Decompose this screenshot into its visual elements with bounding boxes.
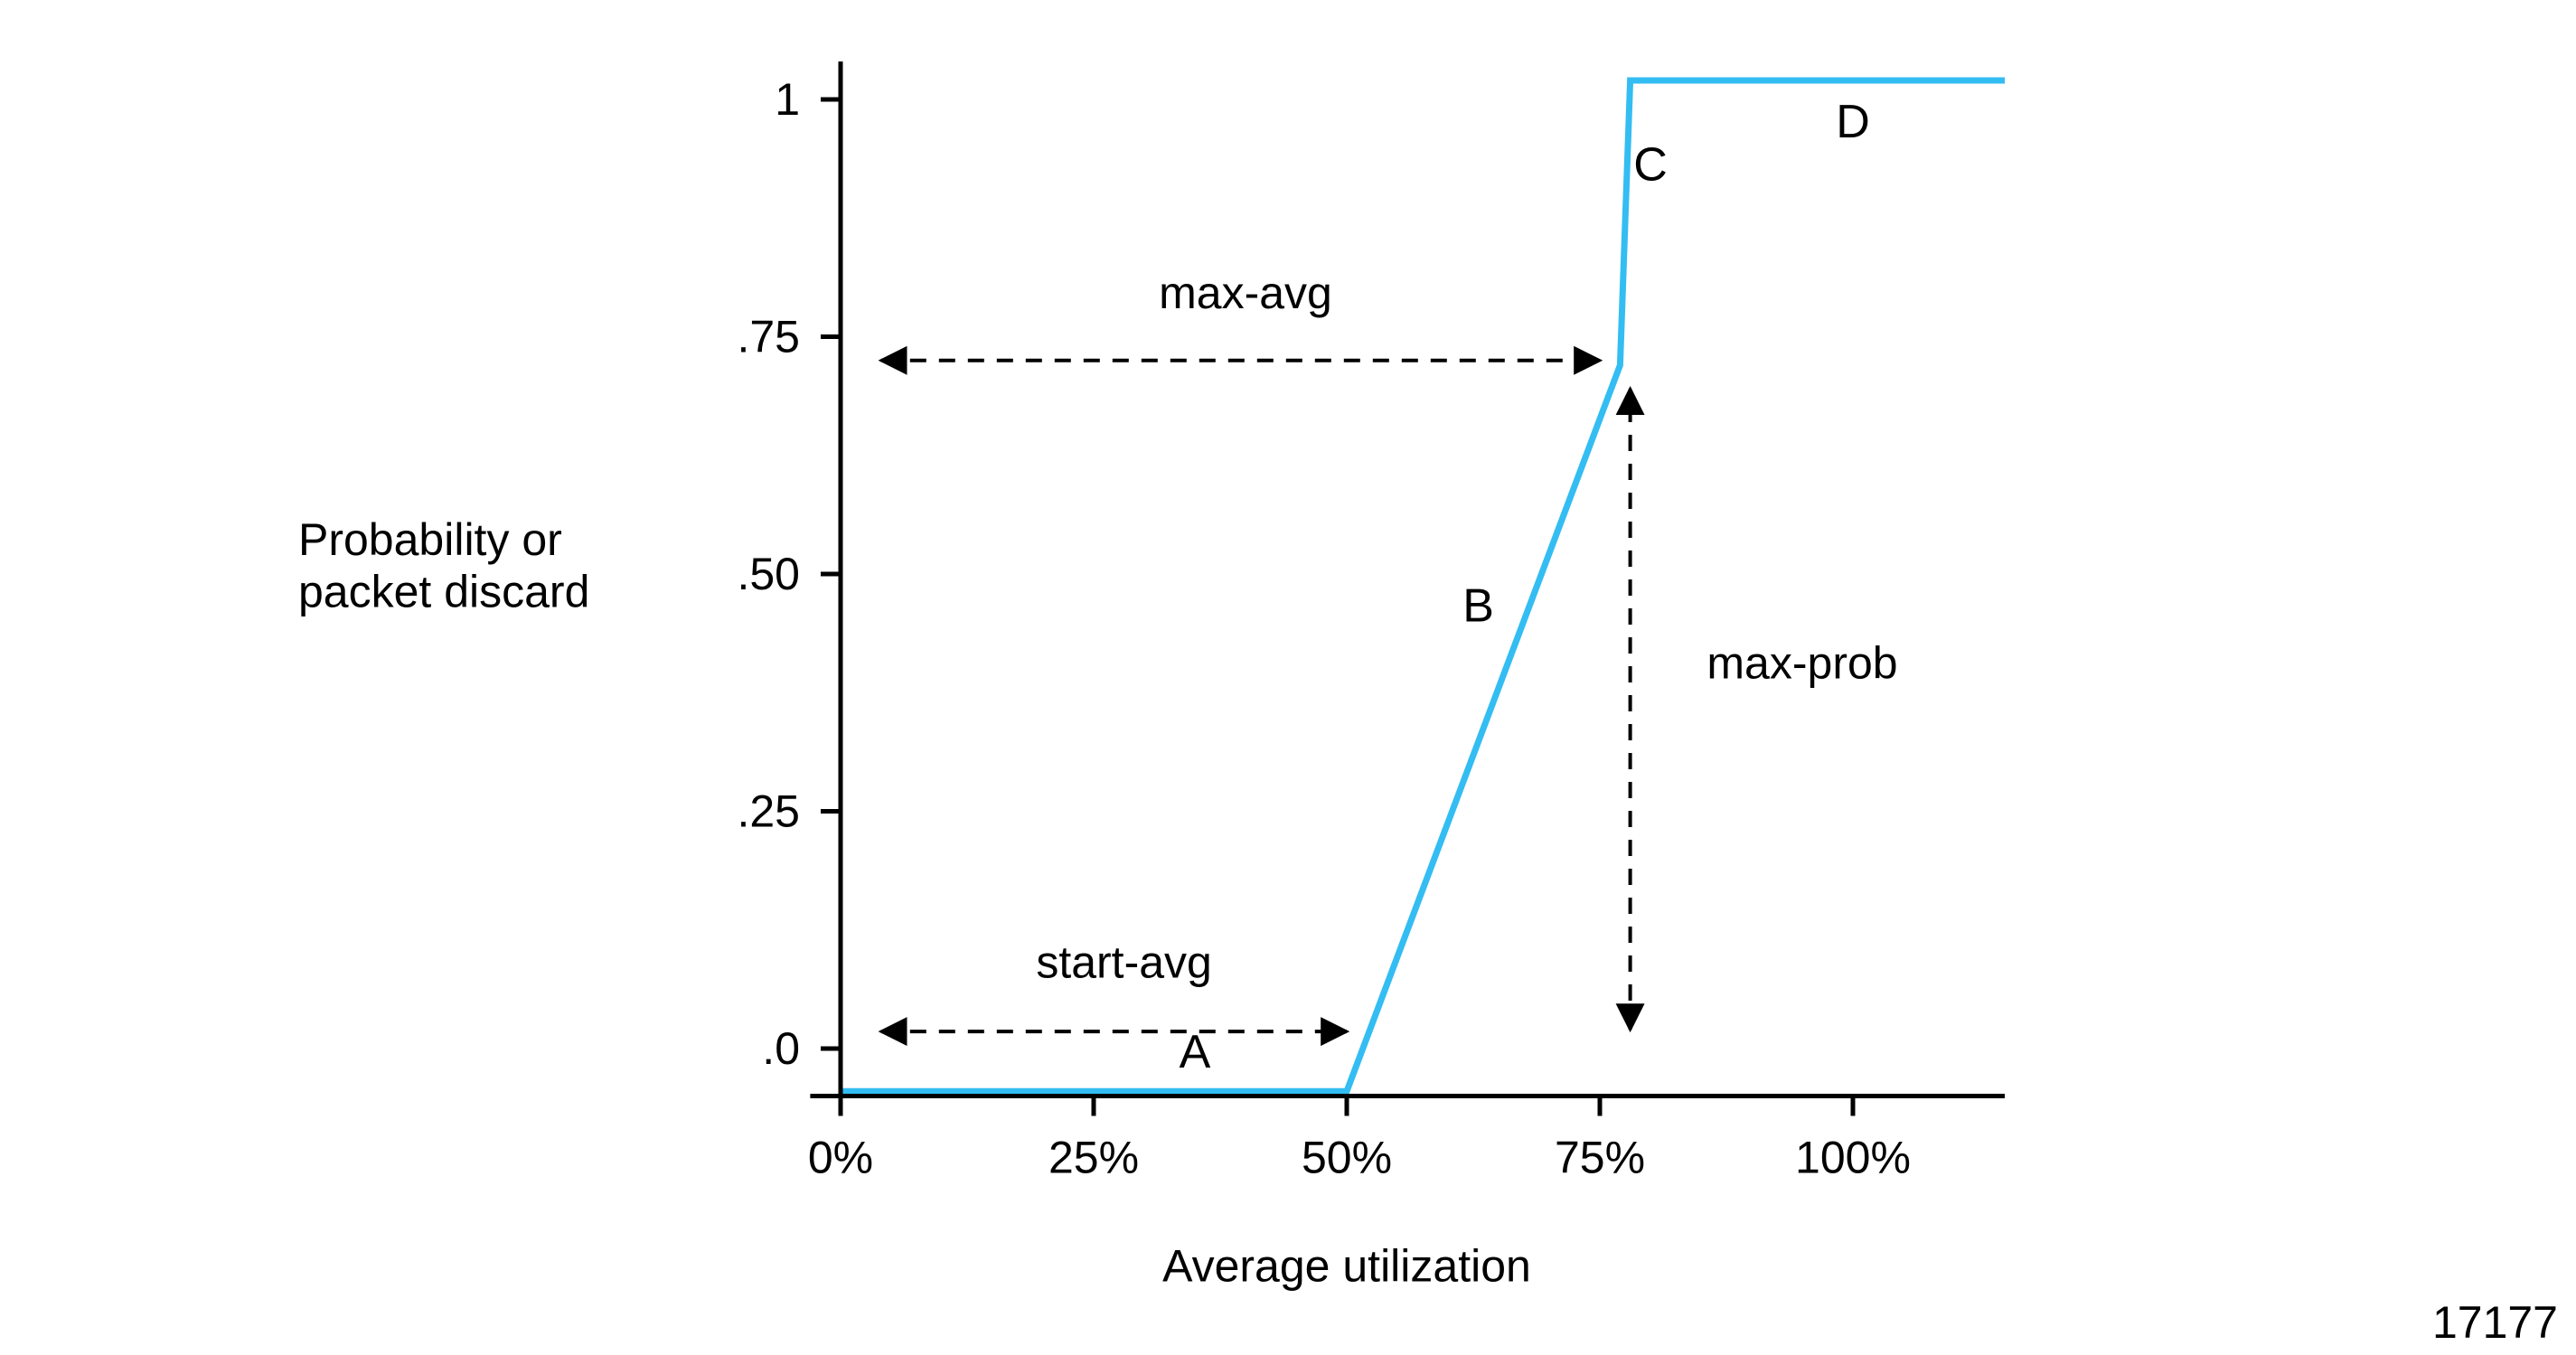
y-tick-label: .0 [762, 1023, 800, 1074]
chart-svg: 0% 25% 50% 75% 100% .0 .25 .50 .75 1 start-avg max-… [0, 0, 2576, 1355]
dimension-label-start-avg: start-avg [1036, 936, 1212, 987]
x-tick-label: 100% [1795, 1133, 1911, 1183]
y-tick-label: .50 [737, 549, 800, 599]
region-label-b: B [1462, 580, 1494, 633]
region-label-d: D [1836, 96, 1870, 148]
chart-background [0, 0, 2576, 1355]
x-tick-label: 75% [1555, 1133, 1645, 1183]
y-tick-label: .25 [737, 786, 800, 837]
y-tick-label: 1 [775, 74, 800, 125]
dimension-label-max-prob: max-prob [1706, 638, 1897, 689]
region-label-a: A [1180, 1026, 1211, 1078]
chart-container: 0% 25% 50% 75% 100% .0 .25 .50 .75 1 start-avg max-… [0, 0, 2576, 1355]
x-tick-label: 25% [1048, 1133, 1139, 1183]
x-tick-label: 50% [1302, 1133, 1392, 1183]
figure-id: 17177 [2432, 1297, 2558, 1348]
x-tick-label: 0% [808, 1133, 873, 1183]
y-axis-title: Probability orpacket discard [298, 514, 589, 617]
region-label-c: C [1633, 138, 1668, 191]
dimension-label-max-avg: max-avg [1159, 268, 1332, 318]
x-axis-title: Average utilization [1162, 1241, 1531, 1292]
y-tick-label: .75 [737, 312, 800, 362]
